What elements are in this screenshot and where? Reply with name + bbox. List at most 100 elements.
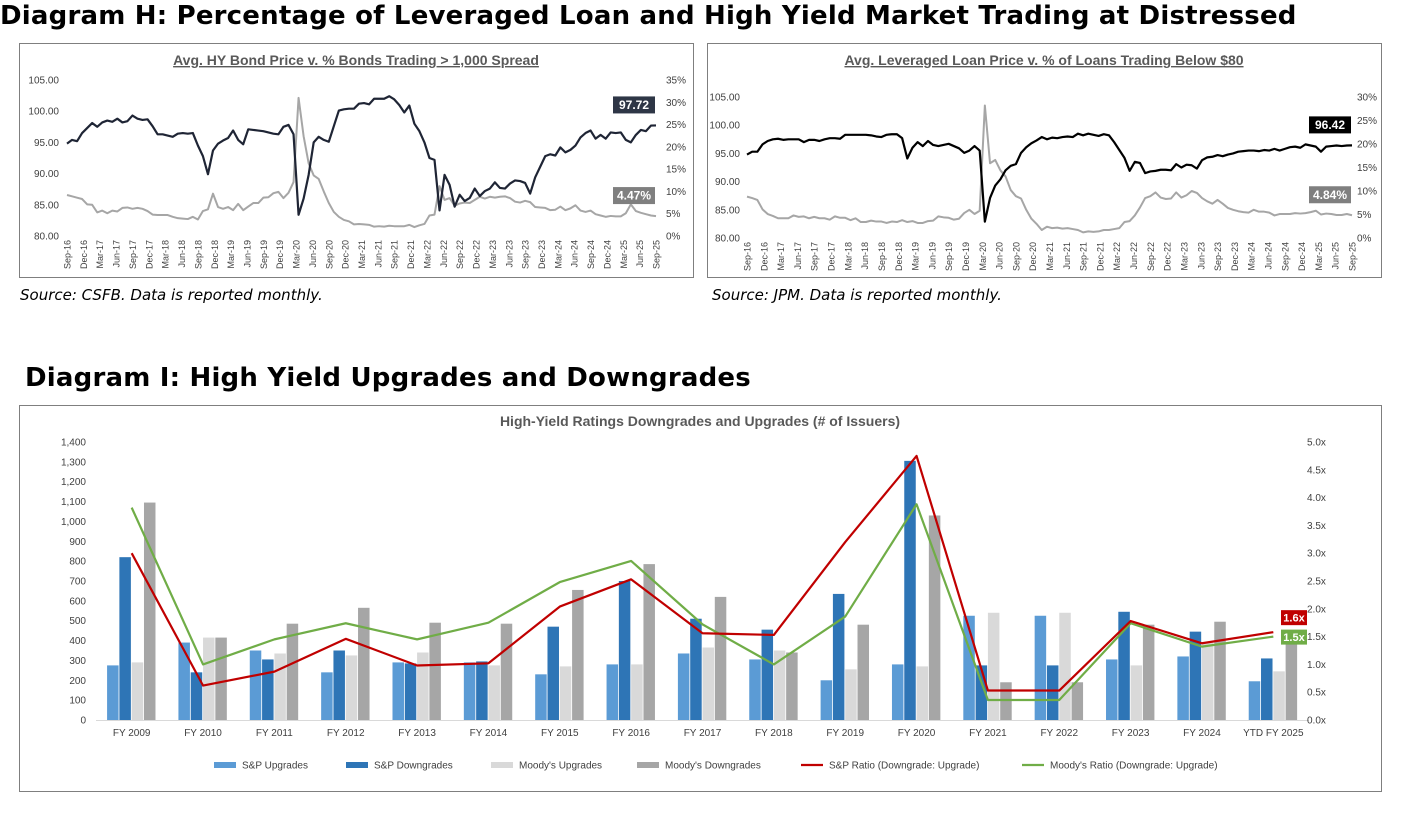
x-tick-label: Dec-17 bbox=[144, 240, 154, 269]
source-note-jpm: Source: JPM. Data is reported monthly. bbox=[712, 286, 1002, 304]
last-pct-label-box bbox=[1309, 186, 1351, 204]
y-right-tick: 2.5x bbox=[1307, 577, 1326, 588]
sp-upgrades-bar bbox=[1248, 681, 1261, 720]
price-series-line bbox=[66, 95, 657, 216]
y-left-tick: 200 bbox=[69, 676, 86, 687]
moodys-downgrades-bar bbox=[1000, 682, 1012, 720]
legend-swatch bbox=[491, 762, 513, 768]
x-tick-label: Sep-21 bbox=[390, 240, 400, 269]
x-tick-label: Sep-19 bbox=[944, 242, 954, 271]
x-tick-label: Mar-19 bbox=[911, 242, 921, 271]
sp-upgrades-bar bbox=[249, 650, 262, 720]
x-tick-label: Dec-23 bbox=[537, 240, 547, 269]
y-right-tick: 1.5x bbox=[1307, 632, 1326, 643]
y-right-tick: 30% bbox=[666, 98, 686, 109]
y-left-tick: 80.00 bbox=[34, 232, 59, 243]
y-left-tick: 1,300 bbox=[61, 457, 86, 468]
moodys-upgrades-bar bbox=[631, 664, 643, 720]
category-label: FY 2015 bbox=[541, 728, 579, 739]
y-left-tick: 0 bbox=[80, 716, 86, 727]
moodys-ratio-last-label-box bbox=[1281, 629, 1307, 645]
moodys-downgrades-bar bbox=[1285, 642, 1298, 720]
last-pct-label: 4.47% bbox=[617, 189, 651, 203]
moodys-upgrades-bar bbox=[1273, 671, 1285, 720]
category-label: FY 2009 bbox=[113, 728, 151, 739]
x-tick-label: Dec-21 bbox=[1095, 242, 1105, 271]
y-right-tick: 3.0x bbox=[1307, 549, 1326, 560]
y-right-tick: 15% bbox=[1357, 163, 1377, 174]
moodys-upgrades-bar bbox=[345, 655, 358, 720]
y-right-tick: 10% bbox=[1357, 187, 1377, 198]
chart-title: High-Yield Ratings Downgrades and Upgrad… bbox=[500, 413, 900, 429]
y-left-tick: 400 bbox=[69, 636, 86, 647]
x-tick-label: Jun-21 bbox=[373, 240, 383, 268]
moodys-downgrades-bar bbox=[215, 637, 227, 720]
moodys-upgrades-bar bbox=[916, 666, 929, 720]
moodys-downgrades-bar bbox=[143, 502, 156, 720]
sp-upgrades-bar bbox=[606, 664, 619, 720]
x-tick-label: Sep-23 bbox=[1213, 242, 1223, 271]
moodys-ratio-last-label: 1.5x bbox=[1283, 632, 1305, 644]
x-tick-label: Sep-18 bbox=[193, 240, 203, 269]
last-price-label-box bbox=[1309, 116, 1351, 134]
y-right-tick: 20% bbox=[1357, 140, 1377, 151]
sp-downgrades-bar bbox=[262, 659, 274, 720]
category-label: FY 2019 bbox=[826, 728, 864, 739]
moodys-downgrades-bar bbox=[358, 607, 370, 720]
sp-downgrades-bar bbox=[547, 626, 559, 720]
x-tick-label: Mar-22 bbox=[1112, 242, 1122, 271]
x-tick-label: Dec-23 bbox=[1230, 242, 1240, 271]
y-right-tick: 20% bbox=[666, 142, 686, 153]
sp-upgrades-bar bbox=[535, 674, 547, 720]
x-tick-label: Dec-19 bbox=[275, 240, 285, 269]
x-tick-label: Jun-19 bbox=[242, 240, 252, 268]
y-right-tick: 30% bbox=[1357, 93, 1377, 104]
y-left-tick: 100.00 bbox=[28, 107, 59, 118]
y-left-tick: 90.00 bbox=[715, 177, 740, 188]
x-tick-label: Sep-17 bbox=[128, 240, 138, 269]
x-tick-label: Sep-21 bbox=[1079, 242, 1089, 271]
x-tick-label: Mar-18 bbox=[161, 240, 171, 269]
y-right-tick: 0% bbox=[1357, 234, 1372, 245]
moodys-downgrades-bar bbox=[928, 515, 941, 720]
x-tick-label: Sep-20 bbox=[1011, 242, 1021, 271]
last-pct-label-box bbox=[613, 187, 655, 205]
x-tick-label: Jun-20 bbox=[995, 242, 1005, 270]
x-tick-label: Jun-22 bbox=[1129, 242, 1139, 270]
chart-frame bbox=[707, 43, 1382, 278]
y-left-tick: 95.00 bbox=[715, 149, 740, 160]
y-left-tick: 1,400 bbox=[61, 438, 86, 449]
x-tick-label: Dec-22 bbox=[1163, 242, 1173, 271]
legend-label: S&P Ratio (Downgrade: Upgrade) bbox=[829, 761, 979, 772]
x-tick-label: Jun-19 bbox=[927, 242, 937, 270]
y-left-tick: 80.00 bbox=[715, 234, 740, 245]
category-label: FY 2018 bbox=[755, 728, 793, 739]
y-right-tick: 1.0x bbox=[1307, 660, 1326, 671]
x-tick-label: Mar-23 bbox=[1179, 242, 1189, 271]
x-tick-label: Dec-16 bbox=[79, 240, 89, 269]
sp-downgrades-bar bbox=[904, 460, 916, 720]
y-left-tick: 700 bbox=[69, 577, 86, 588]
sp-downgrades-bar bbox=[333, 650, 345, 720]
category-label: FY 2010 bbox=[184, 728, 222, 739]
x-tick-label: Jun-23 bbox=[1196, 242, 1206, 270]
moodys-downgrades-bar bbox=[500, 623, 513, 720]
moodys-downgrades-bar bbox=[286, 623, 299, 720]
sp-ratio-last-label-box bbox=[1281, 610, 1307, 626]
x-tick-label: Jun-24 bbox=[570, 240, 580, 268]
moodys-upgrades-bar bbox=[845, 669, 857, 720]
x-tick-label: Sep-25 bbox=[1348, 242, 1358, 271]
x-tick-label: Dec-16 bbox=[759, 242, 769, 271]
y-left-tick: 1,000 bbox=[61, 517, 86, 528]
x-tick-label: Sep-16 bbox=[63, 240, 73, 269]
x-tick-label: Sep-23 bbox=[521, 240, 531, 269]
x-tick-label: Mar-19 bbox=[226, 240, 236, 269]
sp-upgrades-bar bbox=[107, 665, 119, 720]
x-tick-label: Jun-20 bbox=[308, 240, 318, 268]
x-tick-label: Jun-24 bbox=[1263, 242, 1273, 270]
x-tick-label: Dec-18 bbox=[894, 242, 904, 271]
distressed-pct-series-line bbox=[66, 96, 657, 229]
y-right-tick: 25% bbox=[666, 120, 686, 131]
moodys-downgrades-bar bbox=[572, 589, 584, 720]
moodys-downgrades-bar bbox=[643, 564, 655, 720]
